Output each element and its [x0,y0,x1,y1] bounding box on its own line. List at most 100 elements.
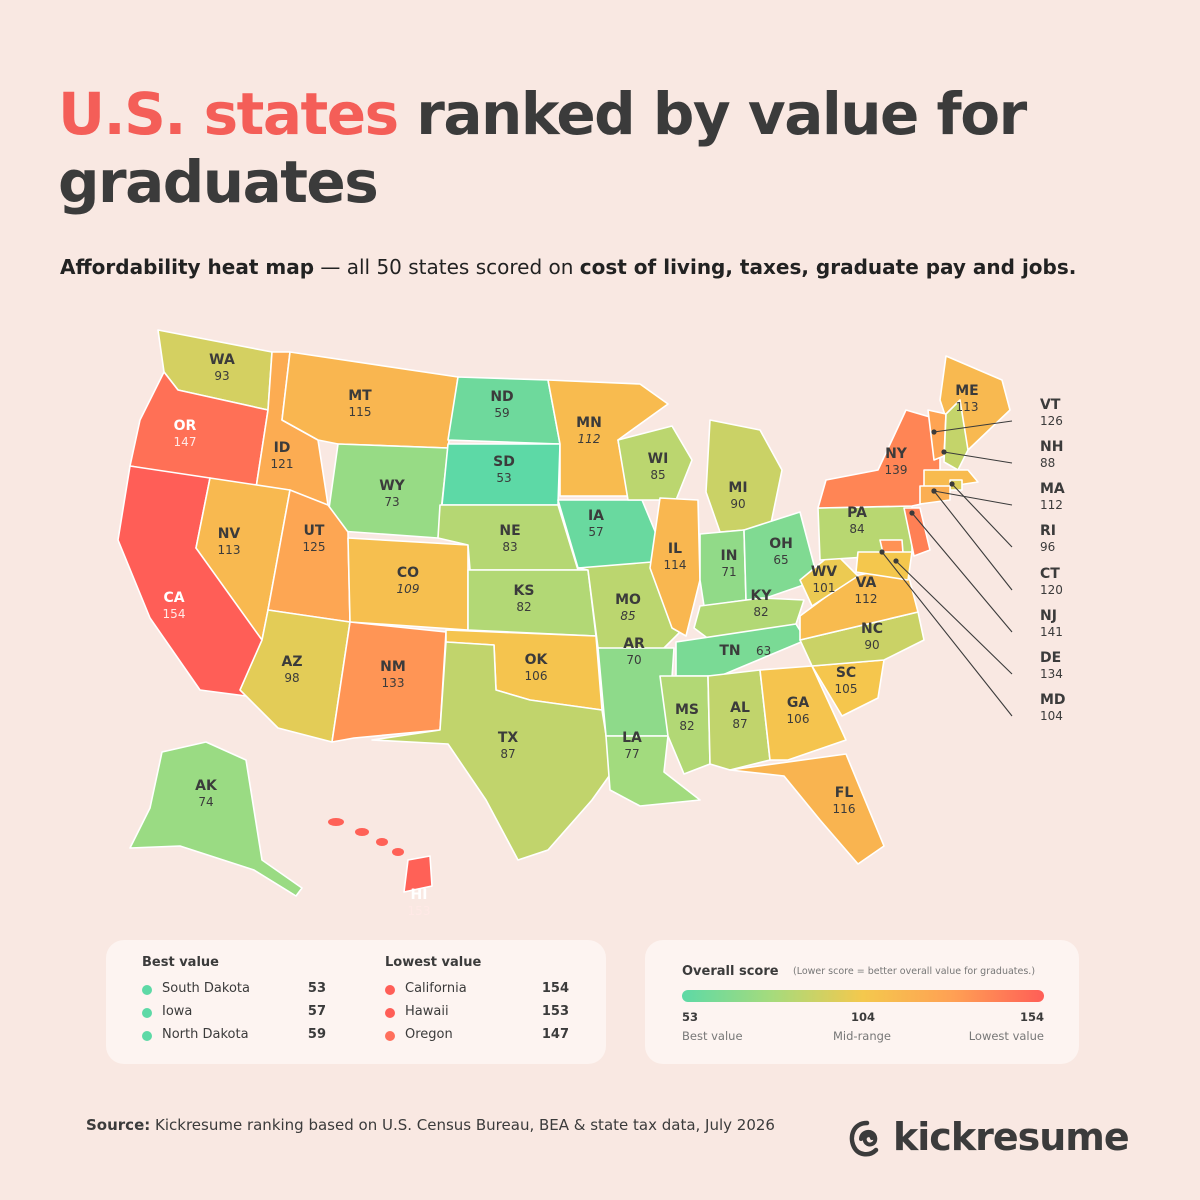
hawaii-island [328,818,344,826]
lowest-value-row: Oregon 147 [385,1026,569,1046]
state-wi[interactable] [617,425,693,501]
state-score-mo: 85 [620,609,635,623]
state-score-az: 98 [284,671,299,685]
state-score-hi: 153 [408,904,431,918]
color-scale-bar [682,990,1044,1002]
logo-wordmark: kickresume [893,1115,1130,1159]
state-score-ia: 57 [588,525,603,539]
state-code-vt: VT [1040,397,1061,413]
title-accent: U.S. states [58,80,399,148]
state-code-nc: NC [861,621,883,637]
lowest-value-row: Hawaii 153 [385,1003,569,1023]
state-ak[interactable] [129,741,303,897]
state-oh[interactable] [743,511,819,601]
state-labels: WA93OR147CA154ID121NV113MT115WY73UT125AZ… [163,352,1066,918]
state-ny[interactable] [817,409,941,509]
lowest-bullet-icon [385,1008,395,1018]
scale-min-label: Best value [682,1029,743,1043]
state-wv[interactable] [799,551,859,607]
hawaii-island [392,848,404,856]
source-label: Source: [86,1116,151,1134]
state-ks[interactable] [467,569,597,637]
score-scale-card: Overall score (Lower score = better over… [645,940,1079,1064]
state-score-me: 113 [956,400,979,414]
best-state-name: South Dakota [162,981,250,996]
state-code-ak: AK [195,778,218,794]
state-code-tn: TN [719,643,740,659]
state-score-mn: 112 [578,432,601,446]
leader-line-de [895,560,1013,675]
state-score-oh: 65 [773,553,788,567]
state-code-ca: CA [163,590,184,606]
state-code-wv: WV [811,564,837,580]
state-code-or: OR [174,418,197,434]
state-score-nm: 133 [382,676,405,690]
state-hi[interactable] [403,855,433,893]
best-state-name: Iowa [162,1004,193,1019]
state-code-ky: KY [751,588,773,604]
best-state-score: 53 [307,981,326,996]
state-score-ri: 96 [1040,540,1055,554]
state-score-ak: 74 [198,795,213,809]
state-score-wi: 85 [650,468,665,482]
state-il[interactable] [649,497,701,637]
state-score-md: 104 [1040,709,1063,723]
state-code-oh: OH [769,536,793,552]
state-score-ny: 139 [885,463,908,477]
state-code-me: ME [955,383,979,399]
state-score-ms: 82 [679,719,694,733]
state-mi[interactable] [705,419,783,533]
state-shapes [117,329,1011,897]
best-value-row: North Dakota 59 [142,1026,326,1046]
state-code-ut: UT [304,523,325,539]
state-ga[interactable] [759,665,847,761]
state-al[interactable] [707,669,771,771]
state-score-ok: 106 [525,669,548,683]
state-score-ar: 70 [626,653,641,667]
leader-line-ri [951,483,1013,548]
state-nj[interactable] [903,507,931,557]
state-fl[interactable] [729,753,885,865]
lowest-state-score: 147 [541,1027,569,1042]
leader-line-nh [943,451,1013,464]
best-state-score: 57 [307,1004,326,1019]
best-value-heading: Best value [142,955,219,970]
state-code-mn: MN [576,415,602,431]
state-tx[interactable] [371,641,613,861]
state-code-ks: KS [514,583,535,599]
state-ms[interactable] [659,675,711,775]
state-ct[interactable] [919,485,951,505]
state-score-ut: 125 [303,540,326,554]
state-code-nd: ND [490,389,513,405]
state-score-nj: 141 [1040,625,1063,639]
state-tn[interactable] [675,623,807,677]
state-score-ca: 154 [163,607,186,621]
state-score-fl: 116 [833,802,856,816]
state-code-mi: MI [728,480,747,496]
state-code-in: IN [721,548,738,564]
state-score-wy: 73 [384,495,399,509]
state-code-ga: GA [787,695,809,711]
state-code-al: AL [730,700,750,716]
leader-lines [879,420,1013,717]
state-code-nh: NH [1040,439,1063,455]
state-score-or: 147 [174,435,197,449]
lowest-state-name: Hawaii [405,1004,449,1019]
page-subtitle: Affordability heat map — all 50 states s… [60,253,1180,281]
lowest-state-name: California [405,981,467,996]
state-nm[interactable] [331,621,447,743]
state-score-wv: 101 [813,581,836,595]
leader-line-ma [933,490,1013,506]
kickresume-logo: kickresume [845,1113,1145,1165]
best-value-row: South Dakota 53 [142,980,326,1000]
state-code-nv: NV [218,526,241,542]
scale-mid-label: Mid-range [833,1029,892,1043]
state-code-ny: NY [885,446,908,462]
state-score-tx: 87 [500,747,515,761]
state-score-va: 112 [855,592,878,606]
state-code-wy: WY [379,478,405,494]
leader-line-nj [911,512,1013,633]
state-code-fl: FL [835,785,854,801]
state-code-hi: HI [411,887,428,903]
